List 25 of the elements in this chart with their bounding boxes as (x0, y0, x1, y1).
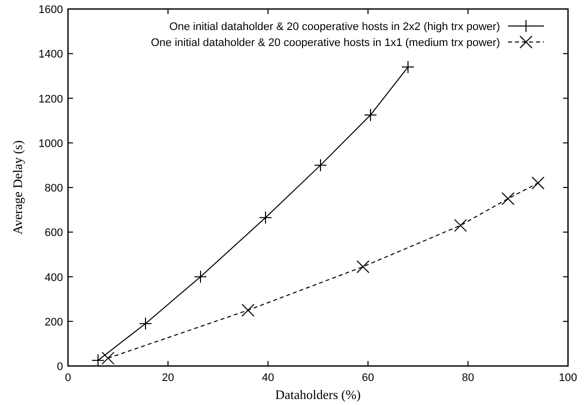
y-tick-label: 800 (44, 182, 63, 194)
y-tick-label: 1400 (38, 48, 63, 61)
y-axis-title: Average Delay (s) (10, 140, 25, 235)
x-tick-label: 60 (362, 372, 374, 384)
legend-label: One initial dataholder & 20 cooperative hosts in 2x2 (high trx power) (169, 21, 500, 33)
y-tick-label: 600 (44, 227, 63, 240)
point (356, 260, 370, 274)
x-tick-label: 40 (262, 372, 274, 384)
point (502, 192, 514, 206)
x-axis-title: Dataholders (%) (275, 387, 361, 402)
x-tick-label: 20 (162, 372, 174, 384)
point (102, 352, 114, 365)
legend-label: One initial dataholder & 20 cooperative hosts in 1x1 (medium trx power) (150, 37, 500, 49)
x-tick-label: 80 (462, 372, 474, 384)
y-tick-label: 200 (44, 316, 63, 328)
y-tick-label: 1200 (38, 93, 63, 106)
point (242, 304, 254, 317)
point (532, 176, 544, 190)
y-tick-label: 0 (56, 361, 63, 373)
y-tick-label: 1600 (38, 4, 63, 16)
x-tick-label: 0 (64, 372, 72, 384)
y-tick-label: 400 (44, 272, 63, 284)
point (454, 218, 467, 232)
x-tick-label: 100 (558, 372, 578, 384)
y-tick-label: 1000 (38, 138, 63, 150)
